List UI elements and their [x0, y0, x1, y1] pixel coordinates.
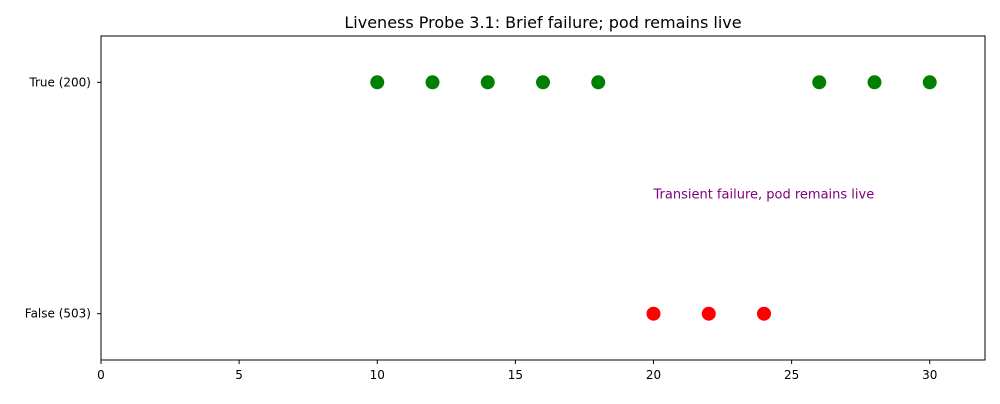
x-tick-label: 30: [922, 368, 937, 382]
y-tick-label: True (200): [28, 75, 91, 89]
x-tick-label: 20: [646, 368, 661, 382]
x-tick-label: 0: [97, 368, 105, 382]
chart-annotation: Transient failure, pod remains live: [653, 187, 875, 202]
chart-title: Liveness Probe 3.1: Brief failure; pod r…: [344, 13, 741, 32]
marks-layer: Transient failure, pod remains live: [370, 75, 937, 321]
data-point: [425, 75, 440, 90]
axis-layer: 0 5 10 15 20 25 30 False (503) True (200): [25, 75, 938, 382]
x-tick-label: 15: [508, 368, 523, 382]
data-point: [812, 75, 827, 90]
data-point: [591, 75, 606, 90]
plot-frame: [100, 35, 986, 361]
x-tick-label: 25: [784, 368, 799, 382]
x-tick-label: 5: [235, 368, 243, 382]
data-point: [370, 75, 385, 90]
data-point: [536, 75, 550, 90]
data-point: [480, 75, 495, 90]
data-point: [757, 306, 771, 321]
x-tick-label: 10: [370, 368, 385, 382]
data-point: [646, 306, 661, 321]
data-point: [701, 306, 716, 321]
data-point: [867, 75, 882, 90]
y-tick-label: False (503): [25, 307, 91, 321]
data-point: [922, 75, 937, 90]
